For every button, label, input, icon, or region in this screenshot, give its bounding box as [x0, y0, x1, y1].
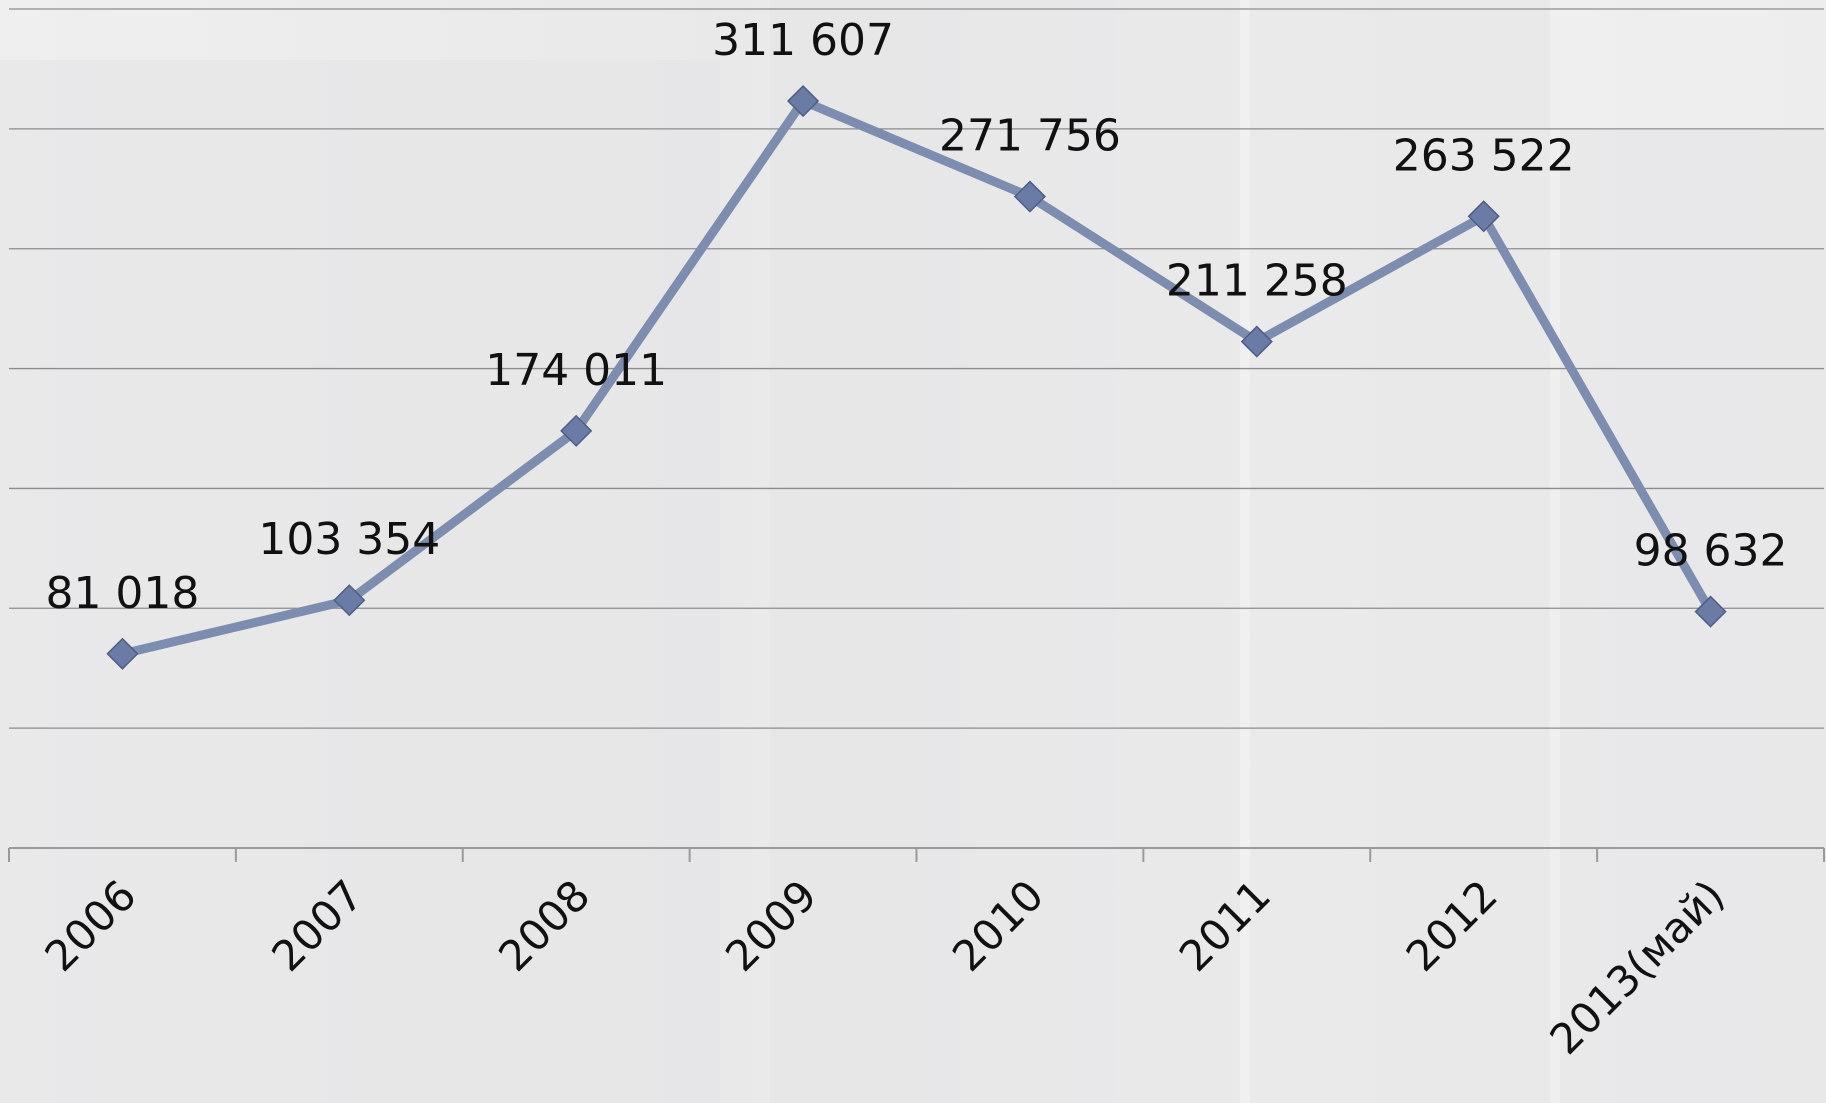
data-label: 103 354: [258, 514, 440, 565]
marker: [1013, 180, 1047, 213]
marker: [560, 414, 593, 447]
data-label: 271 756: [939, 111, 1121, 162]
marker: [333, 584, 366, 617]
data-label: 311 607: [712, 15, 894, 66]
marker: [1694, 595, 1727, 628]
data-label: 98 632: [1634, 526, 1788, 577]
marker: [787, 84, 820, 118]
data-label: 174 011: [485, 345, 667, 396]
marker: [1467, 200, 1500, 233]
data-label: 211 258: [1166, 256, 1348, 307]
marker: [106, 637, 139, 670]
line: [121, 95, 1715, 659]
marker: [1240, 325, 1273, 358]
data-label: 81 018: [45, 568, 199, 619]
data-label: 263 522: [1393, 130, 1575, 181]
